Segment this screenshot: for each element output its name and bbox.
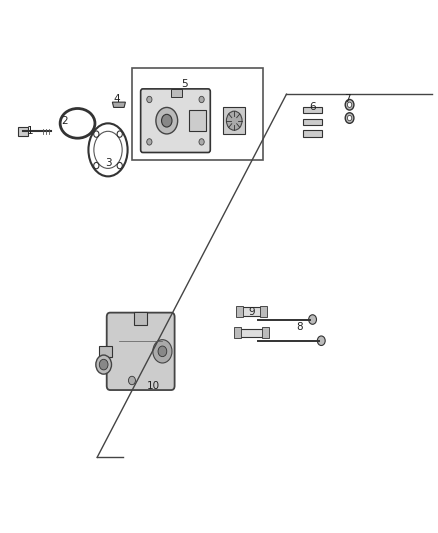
Circle shape: [199, 96, 204, 103]
Text: 3: 3: [105, 158, 111, 168]
Text: 10: 10: [147, 381, 160, 391]
Circle shape: [99, 359, 108, 370]
Polygon shape: [113, 102, 125, 108]
Bar: [260, 306, 267, 317]
Polygon shape: [18, 127, 28, 135]
Bar: [303, 118, 322, 125]
Circle shape: [226, 111, 242, 130]
Bar: [171, 89, 182, 97]
Text: 9: 9: [248, 306, 255, 317]
Circle shape: [318, 336, 325, 345]
Circle shape: [153, 340, 172, 363]
Circle shape: [128, 376, 135, 385]
Circle shape: [347, 102, 352, 108]
Circle shape: [156, 108, 178, 134]
Bar: [303, 107, 322, 114]
Circle shape: [147, 139, 152, 145]
Bar: [99, 346, 113, 357]
Circle shape: [345, 100, 354, 110]
Text: 8: 8: [296, 322, 303, 333]
Bar: [234, 327, 241, 338]
Circle shape: [158, 346, 167, 357]
Bar: [303, 130, 322, 136]
Text: 7: 7: [344, 94, 351, 104]
Text: 1: 1: [26, 126, 33, 136]
Text: 4: 4: [113, 94, 120, 104]
Bar: [188, 110, 206, 131]
Bar: [134, 312, 147, 325]
Circle shape: [347, 115, 352, 120]
Bar: [223, 108, 245, 134]
FancyBboxPatch shape: [141, 89, 210, 152]
Text: 5: 5: [181, 78, 187, 88]
Text: 2: 2: [61, 116, 68, 126]
Bar: [132, 68, 262, 160]
FancyBboxPatch shape: [107, 313, 175, 390]
Bar: [240, 308, 264, 316]
Circle shape: [162, 114, 172, 127]
Bar: [262, 327, 269, 338]
Circle shape: [345, 113, 354, 123]
Bar: [236, 306, 243, 317]
Circle shape: [147, 96, 152, 103]
Bar: [237, 328, 266, 337]
Circle shape: [309, 315, 317, 324]
Circle shape: [96, 355, 112, 374]
Circle shape: [199, 139, 204, 145]
Text: 6: 6: [309, 102, 316, 112]
